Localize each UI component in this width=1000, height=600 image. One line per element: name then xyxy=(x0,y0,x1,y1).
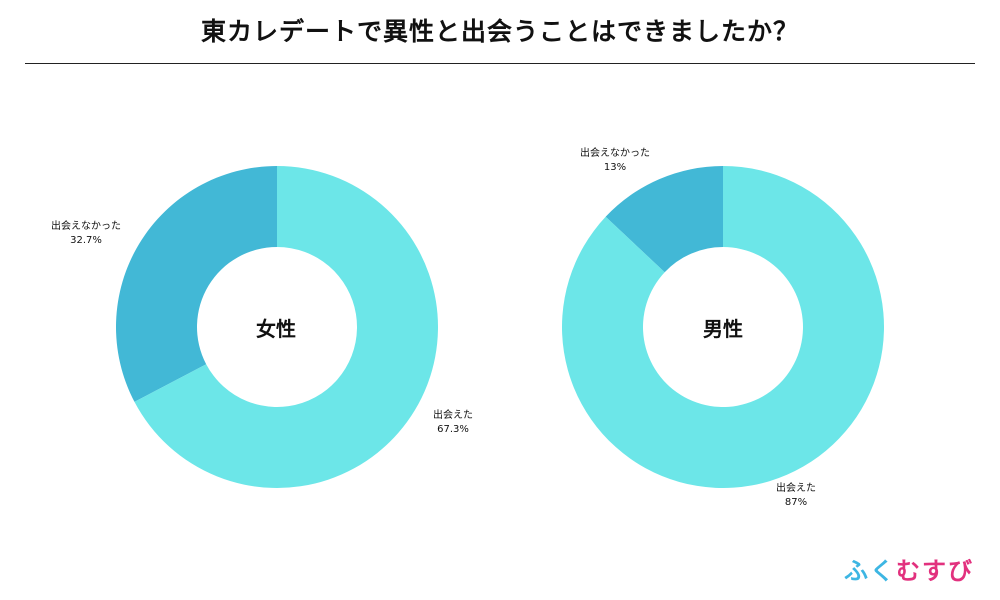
donut-slice-met xyxy=(562,166,884,488)
center-label-male: 男性 xyxy=(703,317,743,341)
slice-label-value: 13% xyxy=(603,162,627,173)
slice-label-name: 出会えなかった xyxy=(580,148,650,159)
slice-label-value: 67.3% xyxy=(437,424,469,435)
slice-label-female-met: 出会えた 67.3% xyxy=(398,409,508,437)
brand-logo: ふくむすび xyxy=(844,551,974,586)
slice-label-male-met: 出会えた 87% xyxy=(741,482,851,510)
logo-char: く xyxy=(870,557,896,585)
slice-label-name: 出会えた xyxy=(433,410,473,421)
title-divider xyxy=(25,63,975,64)
logo-char: す xyxy=(922,557,948,585)
donut-chart-male xyxy=(562,166,884,488)
slice-label-name: 出会えた xyxy=(776,483,816,494)
donut-slice-met xyxy=(134,166,438,488)
slice-label-value: 87% xyxy=(784,497,808,508)
donut-slice-not-met xyxy=(115,166,277,402)
slice-label-male-not-met: 出会えなかった 13% xyxy=(560,147,670,175)
logo-char: ふ xyxy=(844,557,870,585)
donut-chart-female xyxy=(115,166,438,488)
logo-char: む xyxy=(896,557,922,585)
donut-slice-not-met xyxy=(605,166,723,273)
slice-label-female-not-met: 出会えなかった 32.7% xyxy=(31,220,141,248)
logo-char: び xyxy=(948,557,974,585)
slice-label-name: 出会えなかった xyxy=(51,221,121,232)
center-label-female: 女性 xyxy=(256,317,296,341)
slice-label-value: 32.7% xyxy=(70,235,102,246)
chart-title: 東カレデートで異性と出会うことはできましたか？ xyxy=(200,17,799,46)
